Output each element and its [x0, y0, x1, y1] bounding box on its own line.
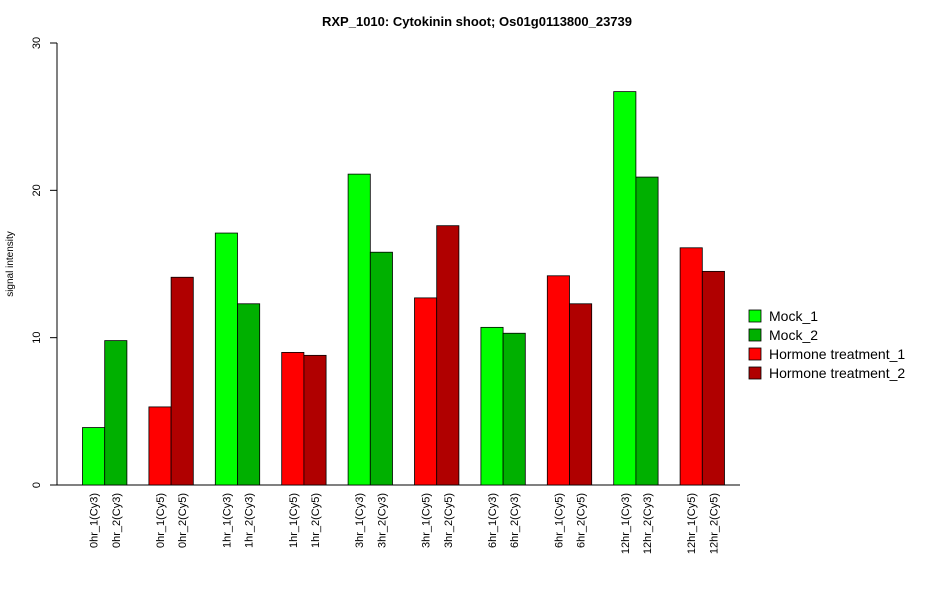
bar — [569, 303, 593, 486]
x-tick-label: 12hr_2(Cy3) — [642, 493, 654, 554]
bar — [82, 427, 106, 486]
bar — [281, 351, 305, 486]
legend-label: Mock_2 — [769, 327, 818, 343]
legend-label: Hormone treatment_1 — [769, 346, 905, 362]
x-tick-label: 3hr_1(Cy3) — [354, 493, 366, 548]
x-tick-label: 12hr_1(Cy3) — [620, 493, 632, 554]
bar — [635, 176, 659, 486]
plot-area: 0 10 20 30 0hr_1(Cy3) 0hr_2(Cy3) 0hr_1(Cy5) 0hr… — [31, 37, 740, 554]
x-tick-label: 12hr_1(Cy5) — [686, 493, 698, 554]
legend-swatch — [748, 347, 762, 361]
bar — [480, 326, 504, 486]
x-tick-label: 12hr_2(Cy5) — [708, 493, 720, 554]
bar — [303, 354, 327, 486]
bar — [613, 91, 637, 486]
x-tick-label: 1hr_2(Cy5) — [310, 493, 322, 548]
x-tick-label: 3hr_2(Cy5) — [443, 493, 455, 548]
bar — [414, 297, 438, 486]
bar — [369, 251, 393, 486]
x-tick-label: 0hr_2(Cy3) — [111, 493, 123, 548]
x-tick-label: 1hr_1(Cy5) — [288, 493, 300, 548]
bar — [546, 275, 570, 486]
x-tick-label: 0hr_1(Cy5) — [155, 493, 167, 548]
legend-swatch — [748, 366, 762, 380]
x-tick-label: 0hr_1(Cy3) — [89, 493, 101, 548]
y-axis-label: signal intensity — [5, 231, 16, 297]
y-tick-label: 30 — [31, 37, 43, 49]
y-tick-label: 10 — [31, 332, 43, 344]
bar — [502, 332, 526, 486]
x-tick-label: 6hr_2(Cy5) — [576, 493, 588, 548]
x-tick-label: 6hr_1(Cy5) — [553, 493, 565, 548]
bar — [148, 406, 172, 486]
bar — [237, 303, 261, 486]
x-tick-label: 1hr_2(Cy3) — [244, 493, 256, 548]
legend-label: Hormone treatment_2 — [769, 365, 905, 381]
bar — [214, 232, 238, 486]
x-tick-label: 0hr_2(Cy5) — [177, 493, 189, 548]
bar — [679, 247, 703, 486]
bar — [701, 270, 725, 486]
x-tick-label: 1hr_1(Cy3) — [221, 493, 233, 548]
bar — [104, 340, 128, 486]
y-tick-label: 0 — [31, 482, 43, 488]
legend: Mock_1 Mock_2 Hormone treatment_1 Hormone t… — [748, 308, 905, 381]
x-tick-label: 6hr_2(Cy3) — [509, 493, 521, 548]
legend-swatch — [748, 328, 762, 342]
legend-label: Mock_1 — [769, 308, 818, 324]
bar — [436, 225, 460, 486]
x-tick-label: 3hr_2(Cy3) — [376, 493, 388, 548]
chart-title: RXP_1010: Cytokinin shoot; Os01g0113800_… — [322, 14, 632, 29]
legend-swatch — [748, 309, 762, 323]
x-tick-label: 6hr_1(Cy3) — [487, 493, 499, 548]
bar — [170, 276, 194, 486]
x-tick-label: 3hr_1(Cy5) — [421, 493, 433, 548]
bar — [347, 173, 371, 486]
y-tick-label: 20 — [31, 184, 43, 196]
